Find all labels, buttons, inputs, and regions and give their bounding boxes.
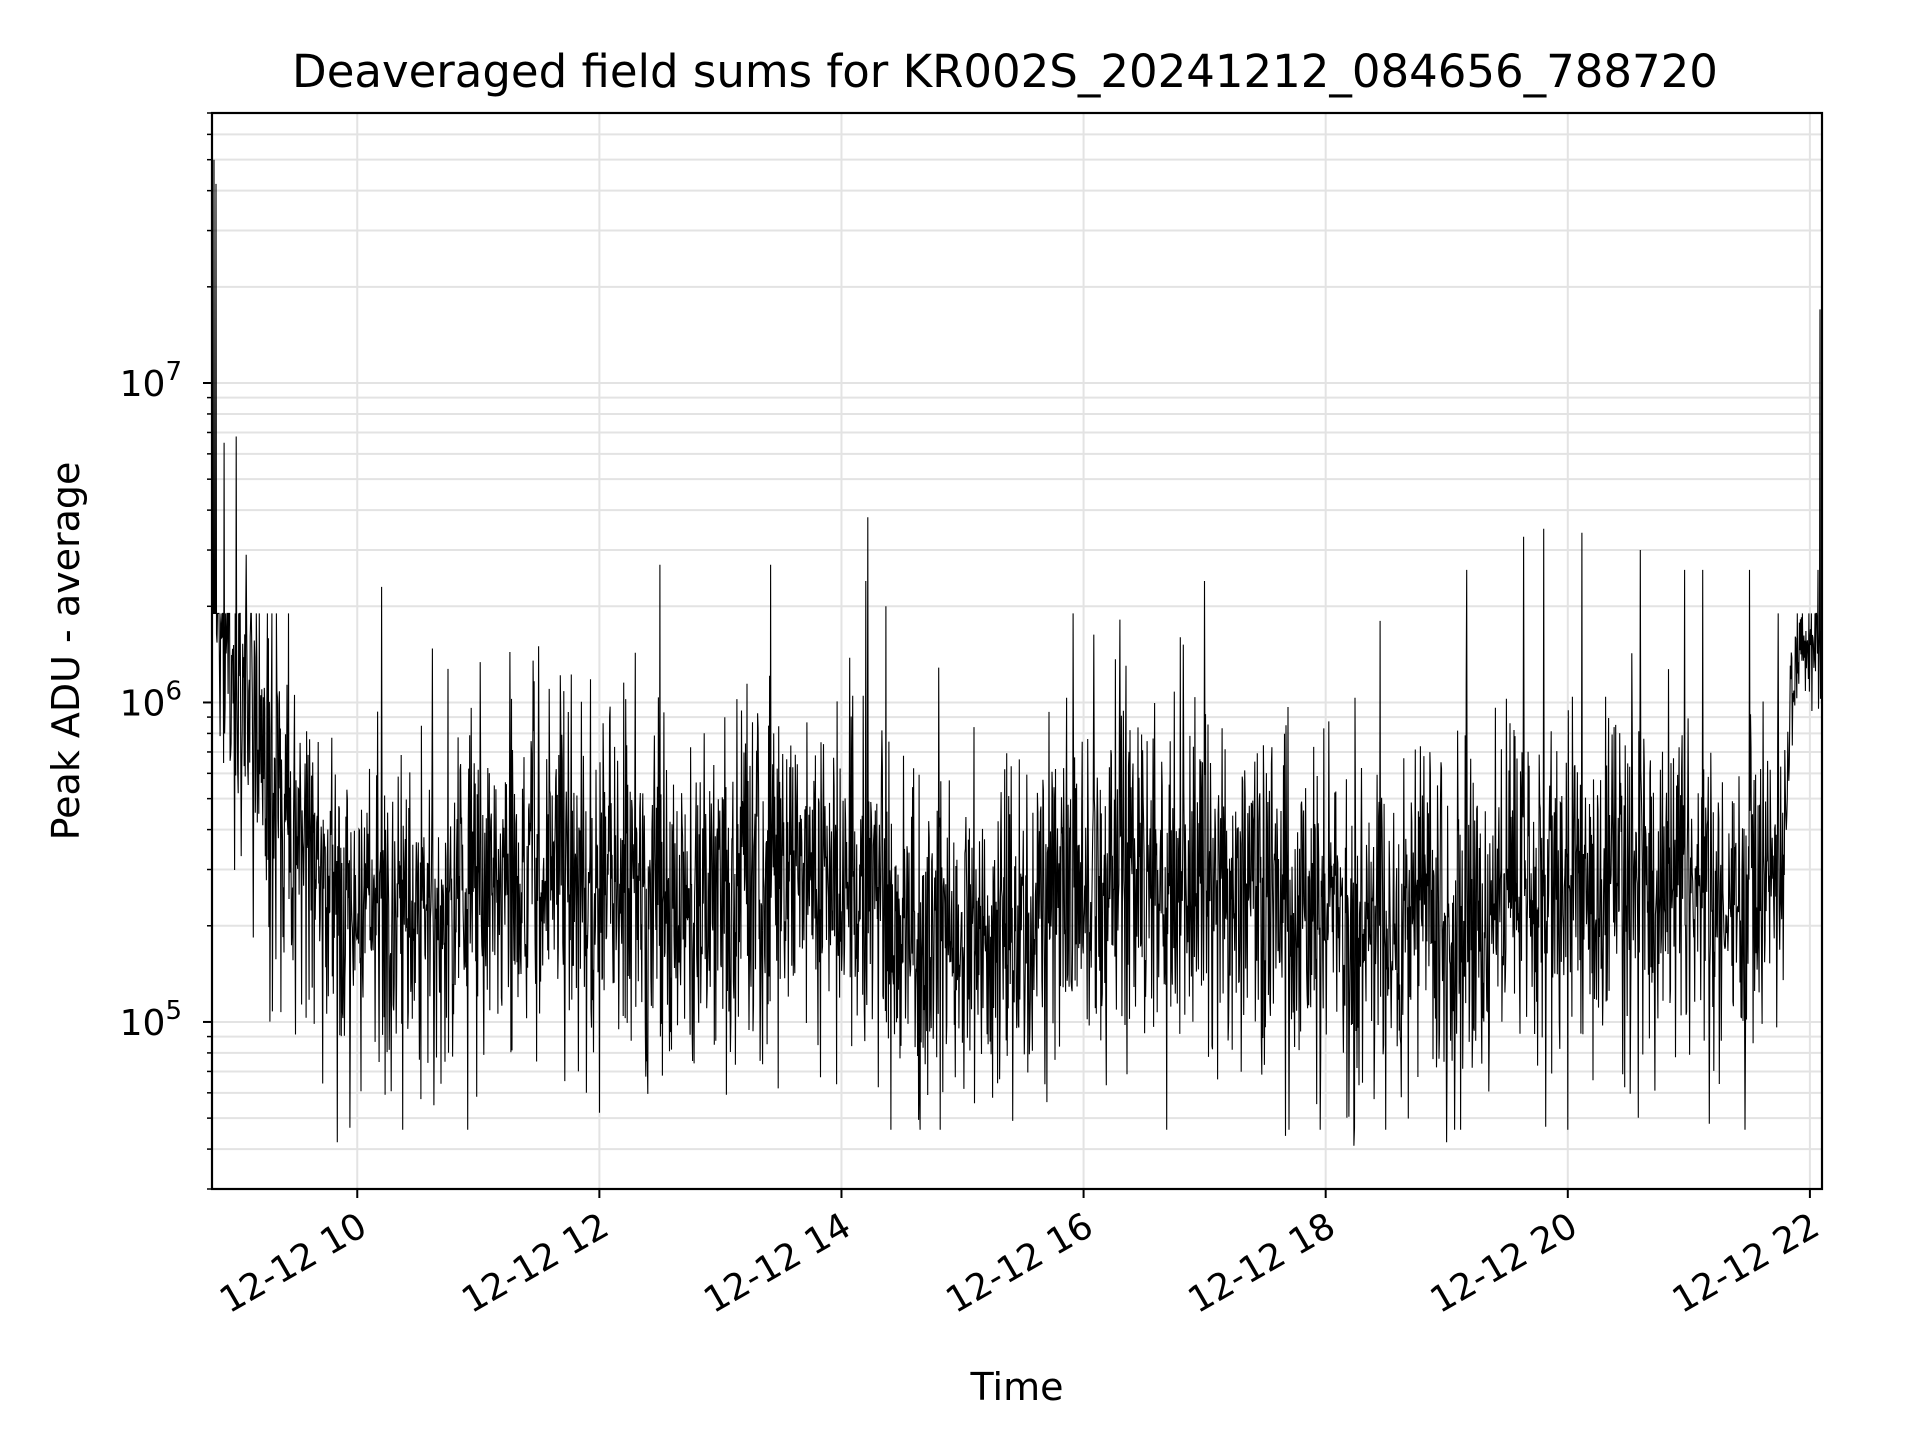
- y-axis-label: Peak ADU - average: [44, 462, 88, 841]
- series-line: [212, 159, 1823, 1146]
- y-axis: 105 106 107: [120, 112, 212, 1190]
- y-tick-label: 106: [120, 676, 182, 724]
- chart-title: Deaveraged field sums for KR002S_2024121…: [292, 45, 1718, 98]
- x-axis-label: Time: [970, 1365, 1064, 1409]
- series-peak-adu: [212, 159, 1823, 1146]
- y-tick-label: 107: [120, 357, 182, 405]
- plot-frame: [210, 111, 1824, 1191]
- y-tick-label: 105: [120, 996, 182, 1044]
